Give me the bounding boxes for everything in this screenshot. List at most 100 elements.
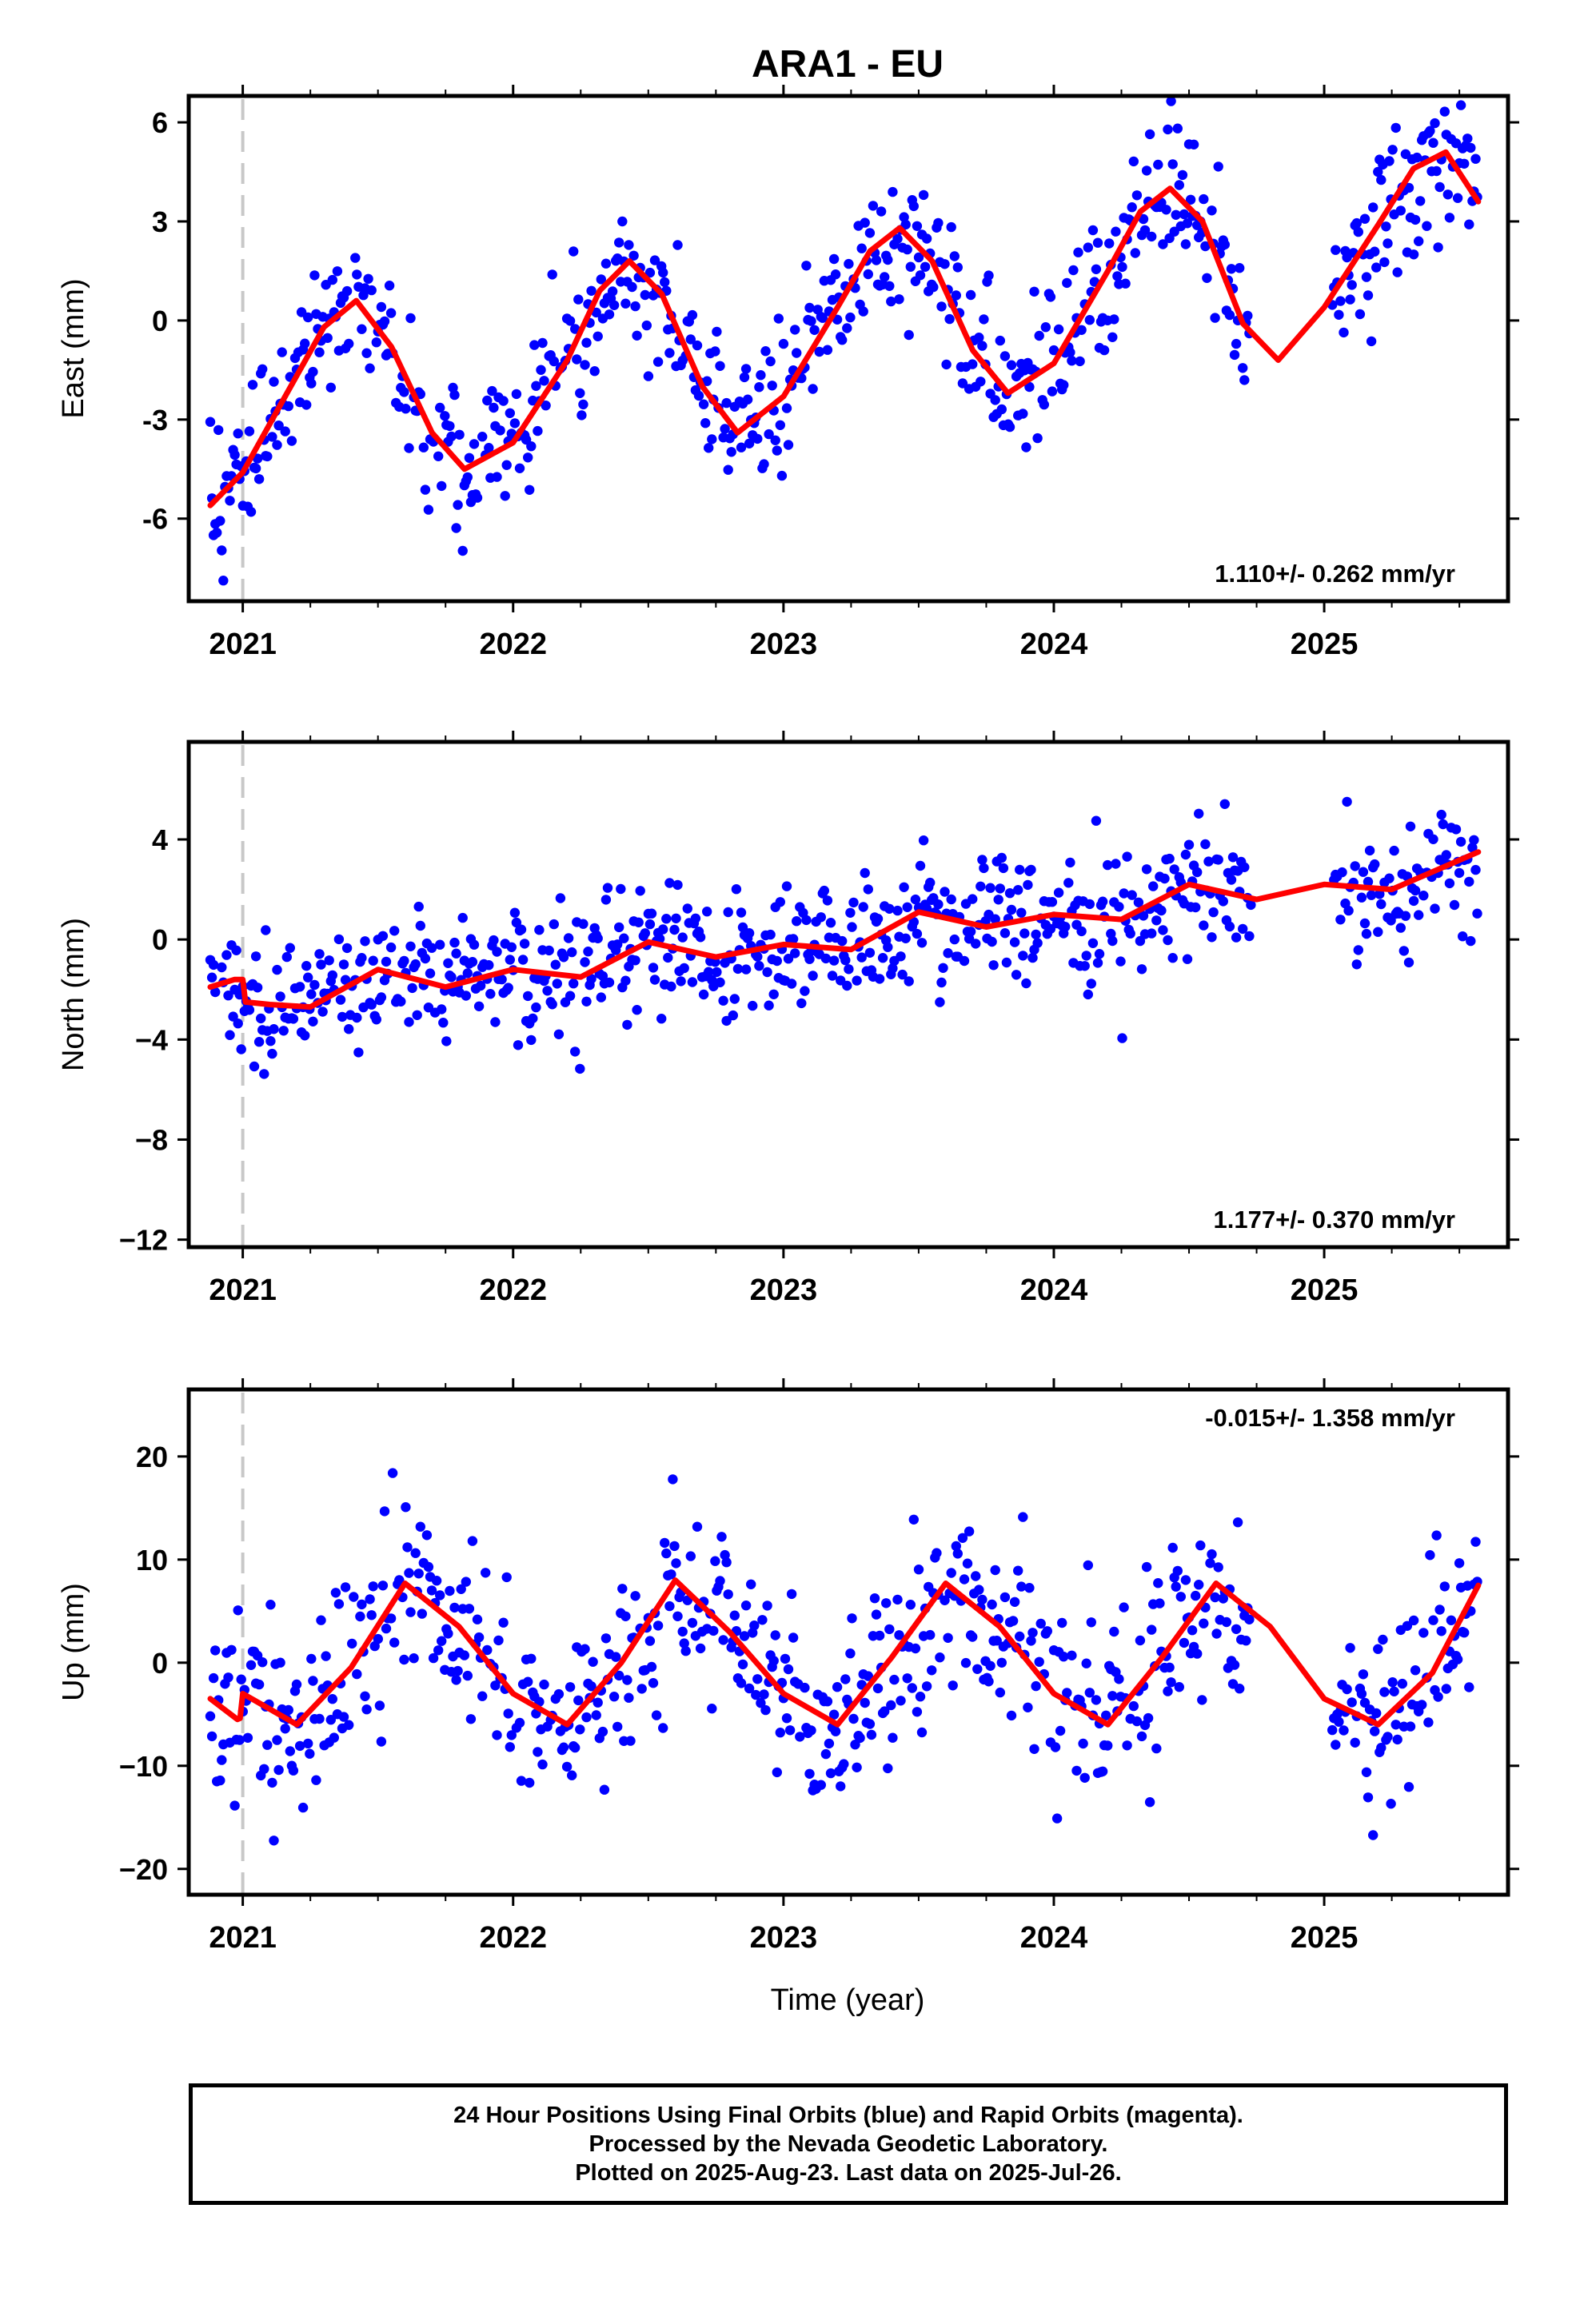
data-point xyxy=(990,914,1000,924)
data-point xyxy=(1024,381,1035,393)
data-point xyxy=(866,1729,877,1740)
data-point xyxy=(394,1575,405,1585)
data-point xyxy=(721,1557,732,1568)
data-point xyxy=(1191,1590,1201,1601)
data-point xyxy=(1335,915,1346,925)
data-point xyxy=(547,269,557,280)
data-point xyxy=(1408,1615,1419,1626)
data-point xyxy=(1144,1797,1155,1808)
data-point xyxy=(338,1712,349,1722)
data-point xyxy=(1103,1740,1113,1751)
data-point xyxy=(1031,929,1041,940)
data-point xyxy=(614,237,624,248)
data-point xyxy=(925,1629,936,1640)
data-point xyxy=(1151,915,1162,926)
data-point xyxy=(355,1611,365,1622)
data-point xyxy=(892,1594,903,1605)
data-point xyxy=(820,1748,832,1760)
data-point xyxy=(223,1672,233,1683)
data-point xyxy=(957,378,968,389)
data-point xyxy=(921,233,932,244)
data-point xyxy=(1226,875,1237,885)
data-point xyxy=(437,1636,447,1646)
data-point xyxy=(1163,124,1173,135)
data-point xyxy=(1071,1765,1082,1776)
data-point xyxy=(374,1700,385,1711)
data-point xyxy=(693,390,704,401)
data-point xyxy=(1411,152,1422,163)
data-point xyxy=(1337,867,1347,878)
data-point xyxy=(927,1665,937,1676)
data-point xyxy=(801,915,812,926)
data-point xyxy=(999,928,1011,939)
data-point xyxy=(996,1657,1007,1668)
data-point xyxy=(1428,138,1438,148)
y-tick-label: −12 xyxy=(119,1224,168,1257)
data-point xyxy=(1422,221,1432,231)
data-point xyxy=(977,341,988,351)
data-point xyxy=(1065,347,1075,357)
data-point xyxy=(1081,951,1091,961)
data-point xyxy=(824,1738,835,1749)
data-point xyxy=(332,266,343,277)
data-point xyxy=(1179,209,1190,220)
data-point xyxy=(503,983,513,993)
data-point xyxy=(687,977,698,987)
data-point xyxy=(781,403,792,413)
data-point xyxy=(897,969,908,980)
data-point xyxy=(519,939,530,949)
data-point xyxy=(825,918,836,928)
data-point xyxy=(661,1548,672,1559)
data-point xyxy=(249,1061,260,1072)
data-point xyxy=(658,1723,668,1733)
data-point xyxy=(451,1675,461,1685)
data-point xyxy=(999,351,1011,361)
data-point xyxy=(987,936,997,947)
data-point xyxy=(340,975,351,985)
data-point xyxy=(592,331,603,341)
data-point xyxy=(1067,1650,1077,1660)
data-point xyxy=(902,1673,912,1684)
data-point xyxy=(632,330,642,341)
data-point xyxy=(1231,932,1242,943)
data-point xyxy=(999,1592,1011,1603)
data-point xyxy=(1382,238,1393,249)
data-point xyxy=(498,396,509,406)
data-point xyxy=(525,484,535,495)
data-point xyxy=(267,1048,277,1059)
data-point xyxy=(1109,1626,1119,1637)
data-point xyxy=(533,425,543,436)
data-point xyxy=(229,449,240,460)
data-point xyxy=(1368,1830,1379,1840)
data-point xyxy=(946,894,956,905)
data-point xyxy=(723,907,733,918)
data-point xyxy=(503,1708,513,1719)
data-point xyxy=(497,974,507,985)
data-point xyxy=(600,1633,612,1644)
data-point xyxy=(1177,169,1188,181)
data-point xyxy=(1452,193,1463,203)
data-point xyxy=(405,941,416,952)
data-point xyxy=(832,1682,843,1692)
data-point xyxy=(877,953,888,963)
data-point xyxy=(303,972,313,983)
data-point xyxy=(806,316,816,326)
data-point xyxy=(509,907,521,918)
data-point xyxy=(1018,409,1028,419)
data-point xyxy=(565,316,576,326)
data-point xyxy=(1138,213,1149,225)
data-point xyxy=(1015,1631,1025,1642)
data-point xyxy=(404,1568,414,1578)
data-point xyxy=(596,274,606,285)
data-point xyxy=(772,445,782,456)
data-point xyxy=(272,440,282,450)
data-point xyxy=(385,1613,397,1624)
data-point xyxy=(552,979,562,989)
data-point xyxy=(205,1711,216,1721)
data-point xyxy=(666,1569,676,1580)
data-point xyxy=(952,262,964,273)
data-point xyxy=(1241,1636,1251,1646)
data-point xyxy=(1153,159,1163,170)
data-point xyxy=(357,953,367,963)
data-point xyxy=(327,970,337,981)
